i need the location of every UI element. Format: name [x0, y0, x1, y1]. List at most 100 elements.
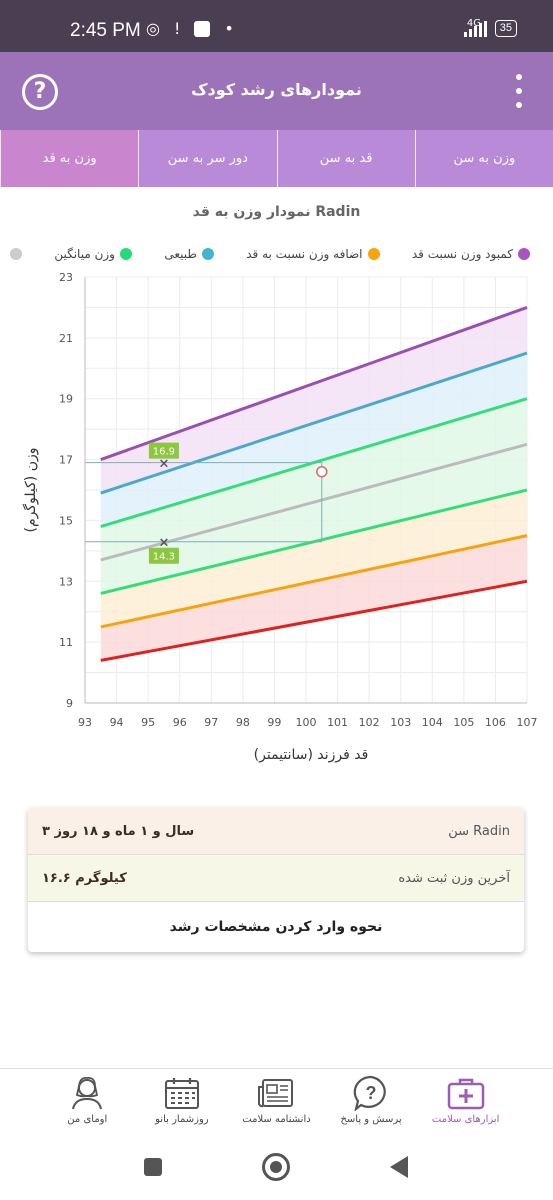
- nav-questions[interactable]: ? پرسش و پاسخ: [331, 1069, 411, 1134]
- age-value: ۳ سال و ۱ ماه و ۱۸ روز: [42, 823, 195, 839]
- help-icon[interactable]: ?: [22, 74, 58, 110]
- legend-label: کمبود وزن نسبت قد: [411, 247, 513, 261]
- y-tick-label: 19: [59, 393, 73, 406]
- y-tick-label: 21: [59, 332, 73, 345]
- legend-label: طبیعی: [164, 247, 197, 261]
- x-tick-label: 96: [173, 716, 187, 729]
- band-fill: [100, 398, 528, 560]
- weight-label: آخرین وزن ثبت شده: [398, 870, 510, 886]
- weight-value: ۱۶.۶ کیلوگرم: [42, 870, 127, 886]
- legend-item-underweight[interactable]: کمبود وزن نسبت قد: [412, 247, 530, 261]
- nav-label: روزشمار بانو: [155, 1114, 209, 1125]
- signal-icon: [463, 20, 487, 37]
- tab-head-for-age[interactable]: دور سر به سن: [138, 130, 276, 187]
- y-tick-label: 9: [66, 697, 73, 710]
- series-line: [100, 579, 528, 662]
- marker-label: 16.9: [153, 447, 175, 458]
- nav-label: پرسش و پاسخ: [340, 1114, 402, 1125]
- svg-text:?: ?: [366, 1083, 377, 1103]
- x-tick-label: 97: [204, 716, 218, 729]
- chrome-icon: ◎: [146, 19, 160, 38]
- tab-weight-for-age[interactable]: وزن به سن: [414, 130, 553, 187]
- nav-profile[interactable]: اومای من: [47, 1069, 127, 1134]
- y-tick-label: 23: [59, 271, 73, 284]
- y-tick-label: 13: [59, 575, 73, 588]
- legend-dot-blue: [201, 248, 214, 260]
- nav-label: اومای من: [67, 1114, 108, 1125]
- x-tick-label: 105: [453, 716, 474, 729]
- band-fill: [100, 444, 528, 594]
- y-tick-label: 11: [59, 636, 73, 649]
- nav-calendar[interactable]: روزشمار بانو: [142, 1069, 222, 1134]
- home-button[interactable]: [262, 1153, 290, 1181]
- legend-item-gray[interactable]: [10, 247, 22, 261]
- x-tick-label: 106: [485, 716, 506, 729]
- profile-icon: [70, 1075, 104, 1111]
- x-tick-label: 99: [267, 716, 281, 729]
- x-tick-label: 103: [390, 716, 411, 729]
- nav-encyclopedia[interactable]: دانشنامه سلامت: [236, 1069, 316, 1134]
- x-axis-title: قد فرزند (سانتیمتر): [254, 747, 369, 763]
- band-fill: [100, 307, 528, 494]
- marker-cross: ×: [158, 457, 169, 472]
- x-tick-label: 102: [359, 716, 380, 729]
- recent-apps-button[interactable]: [144, 1158, 162, 1176]
- more-menu-icon[interactable]: [515, 74, 523, 108]
- x-tick-label: 104: [422, 716, 443, 729]
- legend-item-normal[interactable]: طبیعی: [164, 247, 214, 261]
- x-tick-label: 101: [327, 716, 348, 729]
- question-bubble-icon: ?: [352, 1075, 390, 1111]
- app-notification-icon: [194, 20, 211, 37]
- system-nav-bar: [0, 1134, 553, 1200]
- legend-item-overweight[interactable]: اضافه وزن نسبت به قد: [246, 247, 380, 261]
- y-axis-title: وزن (کیلوگرم): [22, 448, 39, 533]
- nav-label: دانشنامه سلامت: [242, 1114, 311, 1125]
- chart-tabs: وزن به سن قد به سن دور سر به سن وزن به ق…: [0, 130, 553, 187]
- x-tick-label: 93: [78, 716, 92, 729]
- x-tick-label: 95: [141, 716, 155, 729]
- x-tick-label: 98: [236, 716, 250, 729]
- back-button[interactable]: [390, 1156, 408, 1178]
- battery-icon: 35: [494, 20, 517, 37]
- series-line: [100, 351, 528, 495]
- weight-row: آخرین وزن ثبت شده ۱۶.۶ کیلوگرم: [28, 855, 524, 902]
- legend-label: وزن میانگین: [54, 247, 115, 261]
- y-tick-label: 17: [59, 454, 73, 467]
- page-title: نمودارهای رشد کودک: [191, 80, 362, 99]
- legend-dot-orange: [367, 248, 380, 260]
- info-card: سن Radin ۳ سال و ۱ ماه و ۱۸ روز آخرین وز…: [28, 808, 524, 952]
- nav-health-tools[interactable]: ابزارهای سلامت: [426, 1069, 506, 1134]
- chart-legend: کمبود وزن نسبت قد اضافه وزن نسبت به قد ط…: [10, 247, 530, 261]
- legend-label: اضافه وزن نسبت به قد: [246, 247, 363, 261]
- medical-kit-icon: [447, 1075, 485, 1111]
- network-type: 4G: [466, 18, 481, 29]
- legend-dot-purple: [518, 248, 530, 260]
- tab-height-for-age[interactable]: قد به سن: [276, 130, 415, 187]
- chart-title: نمودار وزن به قد Radin: [192, 204, 361, 220]
- tab-weight-for-height[interactable]: وزن به قد: [0, 130, 139, 187]
- legend-item-average[interactable]: وزن میانگین: [54, 247, 132, 261]
- child-point: [316, 465, 328, 478]
- growth-entry-help-link[interactable]: نحوه وارد کردن مشخصات رشد: [169, 919, 383, 935]
- nav-label: ابزارهای سلامت: [431, 1114, 500, 1125]
- status-bar: 2:45 PM ◎ ! • 4G 35: [0, 0, 553, 52]
- legend-dot-gray: [10, 248, 22, 260]
- band-fill: [100, 353, 528, 527]
- marker-label-bg: [148, 547, 179, 564]
- marker-cross: ×: [158, 536, 169, 551]
- marker-label: 14.3: [153, 552, 175, 563]
- age-row: سن Radin ۳ سال و ۱ ماه و ۱۸ روز: [28, 808, 524, 855]
- band-fill: [100, 490, 528, 627]
- growth-chart: 93 94 95 96 97 98 99 100 101 102 103 104 105 106 107 9 1…: [22, 271, 538, 763]
- band-fill: [100, 535, 528, 661]
- calendar-icon: [164, 1075, 200, 1111]
- x-tick-label: 107: [517, 716, 538, 729]
- series-line: [100, 442, 528, 562]
- series-line: [100, 306, 528, 461]
- y-tick-label: 15: [59, 514, 73, 527]
- bottom-nav: ابزارهای سلامت ? پرسش و پاسخ دانشنامه سل…: [0, 1068, 553, 1134]
- legend-dot-green: [119, 248, 132, 260]
- series-line: [100, 534, 528, 629]
- notification-icons: ◎ ! •: [146, 19, 234, 38]
- x-tick-label: 94: [110, 716, 124, 729]
